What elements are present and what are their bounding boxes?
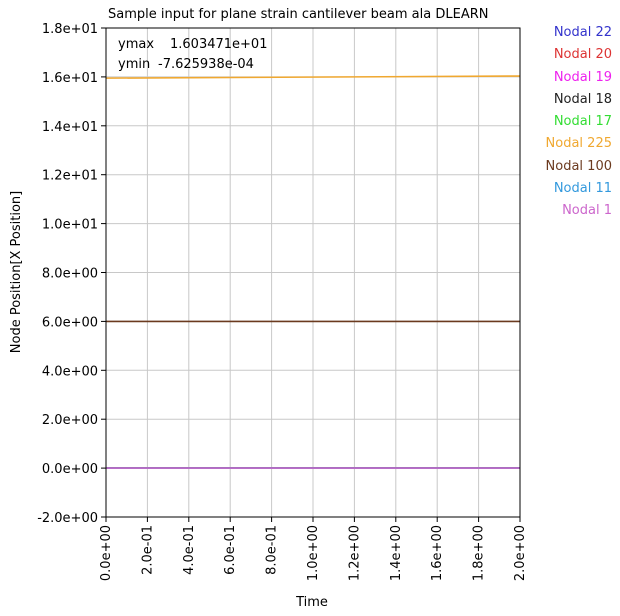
x-tick-label: 2.0e+00 — [513, 525, 528, 581]
plot-frame — [105, 27, 521, 518]
y-tick-label: 1.4e+01 — [42, 120, 98, 135]
grid — [101, 27, 521, 522]
x-tick-label: 1.2e+00 — [347, 525, 362, 581]
y-tick-label: -2.0e+00 — [37, 511, 98, 526]
x-tick-labels: 0.0e+00 2.0e-01 4.0e-01 6.0e-01 8.0e-01 1.0e+… — [99, 525, 528, 581]
series-lines — [105, 75, 521, 469]
chart-title: Sample input for plane strain cantilever… — [108, 7, 488, 22]
legend-entry-nodal-22: Nodal 22 — [553, 25, 612, 40]
y-axis-label: Node Position[X Position] — [9, 191, 24, 353]
x-tick-label: 1.0e+00 — [306, 525, 321, 581]
legend-entry-nodal-11: Nodal 11 — [553, 181, 612, 197]
x-tick-label: 8.0e-01 — [265, 525, 280, 575]
x-tick-label: 4.0e-01 — [182, 525, 197, 575]
y-tick-label: 2.0e+00 — [42, 413, 98, 428]
ymin-value: -7.625938e-04 — [158, 57, 254, 72]
legend-entry-nodal-225: Nodal 225 — [545, 136, 612, 152]
series-line-nodal-225 — [105, 75, 521, 79]
y-tick-label: 8.0e+00 — [42, 267, 98, 282]
y-tick-label: 1.0e+01 — [42, 218, 98, 233]
legend-entry-nodal-17: Nodal 17 — [553, 114, 612, 130]
ymin-label: ymin — [118, 57, 150, 72]
x-axis-label: Time — [295, 595, 328, 610]
y-tick-label: 1.2e+01 — [42, 169, 98, 184]
legend-entry-nodal-1: Nodal 1 — [562, 203, 612, 219]
y-tick-label: 6.0e+00 — [42, 315, 98, 330]
x-tick-label: 1.6e+00 — [430, 525, 445, 581]
y-tick-label: 0.0e+00 — [42, 462, 98, 477]
x-tick-label: 1.4e+00 — [389, 525, 404, 581]
x-tick-label: 2.0e-01 — [140, 525, 155, 575]
x-tick-label: 1.8e+00 — [472, 525, 487, 581]
x-tick-label: 6.0e-01 — [223, 525, 238, 575]
x-tick-label: 0.0e+00 — [99, 525, 114, 581]
y-tick-labels: -2.0e+00 0.0e+00 2.0e+00 4.0e+00 6.0e+00 8.0e… — [37, 22, 98, 526]
legend: Nodal 22 Nodal 20 Nodal 19 Nodal 18 Nodal 17… — [502, 22, 612, 223]
y-tick-label: 4.0e+00 — [42, 364, 98, 379]
legend-entry-nodal-18: Nodal 18 — [553, 91, 612, 107]
y-tick-label: 1.8e+01 — [42, 22, 98, 37]
legend-entry-nodal-100: Nodal 100 — [545, 158, 612, 174]
ymax-label: ymax — [118, 37, 154, 52]
ymax-value: 1.603471e+01 — [170, 37, 267, 52]
legend-entry-nodal-20: Nodal 20 — [553, 47, 612, 63]
legend-entry-nodal-19: Nodal 19 — [553, 69, 612, 85]
y-tick-label: 1.6e+01 — [42, 71, 98, 86]
